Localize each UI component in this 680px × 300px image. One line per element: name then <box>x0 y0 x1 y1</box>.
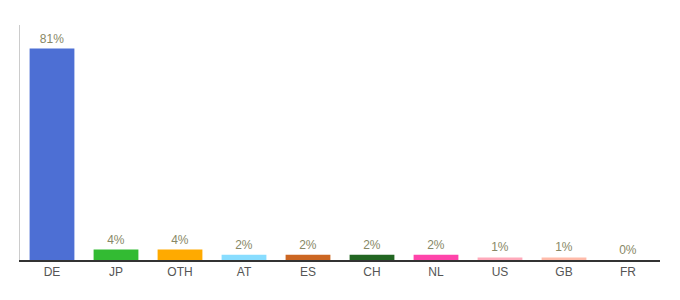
svg-text:DE: DE <box>44 265 61 279</box>
svg-text:81%: 81% <box>40 32 64 46</box>
svg-text:2%: 2% <box>235 238 253 252</box>
svg-text:1%: 1% <box>555 240 573 254</box>
svg-text:4%: 4% <box>171 233 189 247</box>
svg-text:GB: GB <box>555 265 572 279</box>
svg-text:4%: 4% <box>107 233 125 247</box>
svg-text:OTH: OTH <box>167 265 192 279</box>
svg-text:ES: ES <box>300 265 316 279</box>
svg-text:1%: 1% <box>491 240 509 254</box>
svg-text:2%: 2% <box>427 238 445 252</box>
svg-text:2%: 2% <box>299 238 317 252</box>
svg-text:NL: NL <box>428 265 444 279</box>
svg-text:AT: AT <box>237 265 252 279</box>
svg-text:2%: 2% <box>363 238 381 252</box>
svg-text:US: US <box>492 265 509 279</box>
svg-text:CH: CH <box>363 265 380 279</box>
svg-text:0%: 0% <box>619 243 637 257</box>
svg-text:JP: JP <box>109 265 123 279</box>
svg-text:FR: FR <box>620 265 636 279</box>
